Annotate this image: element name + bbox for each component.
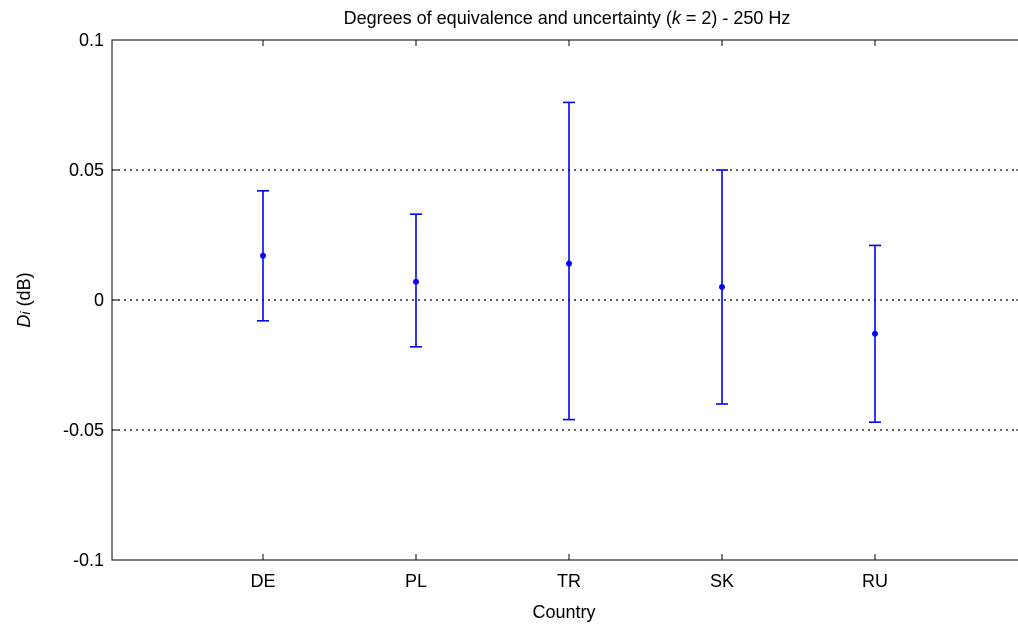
x-tick-label: SK — [710, 571, 734, 591]
x-tick-label: TR — [557, 571, 581, 591]
x-tick-label: RU — [862, 571, 888, 591]
x-tick-label: PL — [405, 571, 427, 591]
x-axis-ticks: DE PL TR SK RU — [250, 40, 888, 591]
y-tick-label: -0.1 — [73, 550, 104, 570]
plot-frame — [111, 39, 1018, 561]
data-point — [719, 284, 725, 290]
chart-title: Degrees of equivalence and uncertainty (… — [344, 8, 791, 28]
grid-lines — [112, 169, 1018, 431]
x-tick-label: DE — [250, 571, 275, 591]
y-axis-label: Di (dB) — [14, 272, 34, 327]
y-tick-label: 0.1 — [79, 30, 104, 50]
y-axis-ticks: -0.1 -0.05 0 0.05 0.1 — [63, 30, 1018, 570]
y-tick-label: -0.05 — [63, 420, 104, 440]
data-point — [260, 252, 266, 259]
data-point — [566, 260, 572, 267]
error-bar-series — [257, 101, 881, 424]
x-axis-label: Country — [532, 602, 595, 622]
y-tick-label: 0 — [94, 290, 104, 310]
data-point — [413, 278, 419, 285]
y-tick-label: 0.05 — [69, 160, 104, 180]
data-point — [872, 330, 878, 337]
